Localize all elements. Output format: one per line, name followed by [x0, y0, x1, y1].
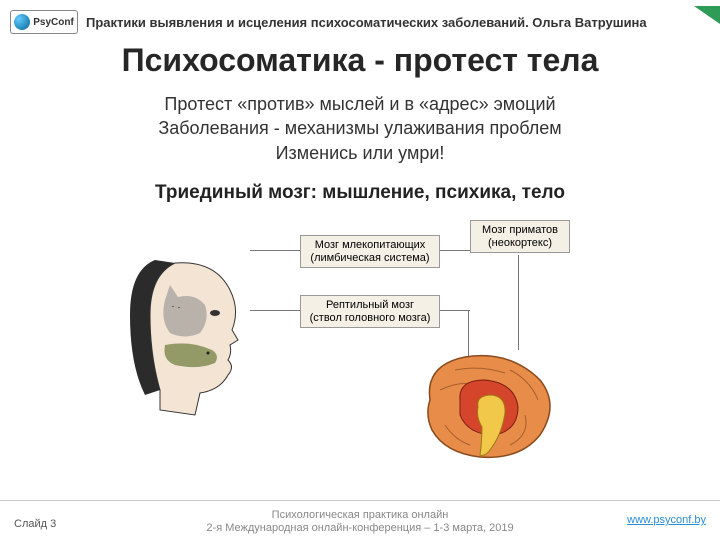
footer-line: 2-я Международная онлайн-конференция – 1… — [0, 522, 720, 536]
leader-line — [518, 255, 519, 350]
label-line: Мозг приматов — [477, 224, 563, 237]
logo: PsyConf — [10, 10, 78, 34]
leader-line — [440, 250, 470, 251]
footer-link-anchor[interactable]: www.psyconf.by — [627, 514, 706, 526]
label-line: (лимбическая система) — [307, 252, 433, 265]
leader-line — [440, 310, 470, 311]
page-title: Психосоматика - протест тела — [0, 42, 720, 79]
body-text: Протест «против» мыслей и в «адрес» эмоц… — [60, 92, 660, 165]
body-line: Изменись или умри! — [60, 141, 660, 165]
footer-line: Психологическая практика онлайн — [0, 509, 720, 523]
footer-center: Психологическая практика онлайн 2-я Межд… — [0, 509, 720, 537]
globe-icon — [14, 14, 30, 30]
accent-triangle — [694, 6, 720, 24]
logo-text: PsyConf — [33, 17, 74, 28]
label-line: (неокортекс) — [477, 237, 563, 250]
label-reptile: Рептильный мозг (ствол головного мозга) — [300, 295, 440, 328]
label-line: (ствол головного мозга) — [307, 312, 433, 325]
label-line: Рептильный мозг — [307, 299, 433, 312]
leader-line — [250, 310, 300, 311]
label-mammal: Мозг млекопитающих (лимбическая система) — [300, 235, 440, 268]
head-profile — [120, 245, 270, 430]
label-line: Мозг млекопитающих — [307, 239, 433, 252]
leader-line — [250, 250, 300, 251]
footer-link[interactable]: www.psyconf.by — [627, 514, 706, 526]
footer: Слайд 3 Психологическая практика онлайн … — [0, 500, 720, 540]
header-title: Практики выявления и исцеления психосома… — [86, 15, 710, 30]
body-line: Заболевания - механизмы улаживания пробл… — [60, 116, 660, 140]
triune-brain-diagram: Мозг млекопитающих (лимбическая система)… — [120, 215, 600, 470]
label-primate: Мозг приматов (неокортекс) — [470, 220, 570, 253]
subheading: Триединый мозг: мышление, психика, тело — [0, 182, 720, 204]
body-line: Протест «против» мыслей и в «адрес» эмоц… — [60, 92, 660, 116]
brain-section — [410, 345, 560, 470]
